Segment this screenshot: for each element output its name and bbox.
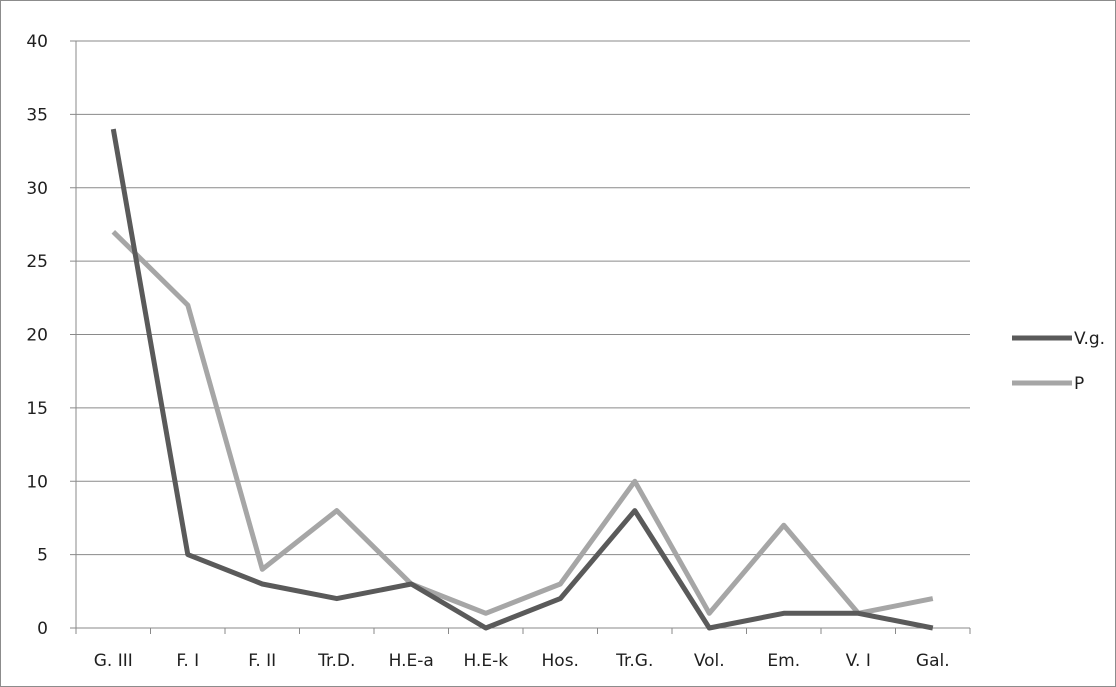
y-tick-label: 0 bbox=[37, 619, 48, 639]
axes bbox=[70, 40, 971, 634]
y-tick-label: 5 bbox=[37, 546, 48, 566]
x-tick-labels: G. III F. I F. II Tr.D. H.E-a H.E-k Hos. Tr.G. V… bbox=[94, 651, 950, 671]
x-tick-label: F. I bbox=[176, 651, 199, 671]
x-tick-label: H.E-a bbox=[389, 651, 434, 671]
y-tick-label: 15 bbox=[26, 399, 48, 419]
series-line-V.g. bbox=[110, 128, 934, 631]
y-tick-labels: 0 5 10 15 20 25 30 35 40 bbox=[26, 32, 48, 639]
x-tick-label: Vol. bbox=[694, 651, 725, 671]
series-line-P bbox=[111, 230, 934, 616]
x-tick-label: Tr.G. bbox=[615, 651, 653, 671]
y-tick-label: 40 bbox=[26, 32, 48, 52]
y-tick-label: 30 bbox=[26, 179, 48, 199]
y-tick-label: 10 bbox=[26, 472, 48, 492]
x-tick-label: Em. bbox=[767, 651, 800, 671]
x-tick-label: Gal. bbox=[916, 651, 950, 671]
y-tick-label: 25 bbox=[26, 252, 48, 272]
x-tick-label: H.E-k bbox=[463, 651, 508, 671]
x-tick-label: Hos. bbox=[542, 651, 579, 671]
legend-label: V.g. bbox=[1074, 329, 1105, 349]
series-lines bbox=[110, 128, 934, 631]
legend-label: P bbox=[1074, 374, 1084, 394]
legend: V.g. P bbox=[1012, 329, 1105, 394]
x-tick-label: F. II bbox=[248, 651, 276, 671]
gridlines bbox=[76, 40, 970, 556]
x-tick-label: G. III bbox=[94, 651, 133, 671]
x-tick-label: Tr.D. bbox=[317, 651, 355, 671]
y-tick-label: 35 bbox=[26, 105, 48, 125]
y-tick-label: 20 bbox=[26, 326, 48, 346]
x-tick-label: V. I bbox=[846, 651, 871, 671]
